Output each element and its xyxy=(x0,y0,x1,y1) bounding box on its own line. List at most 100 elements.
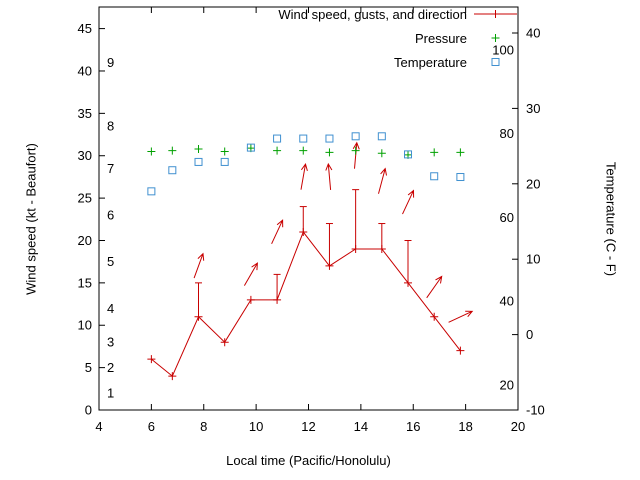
pressure-point-marker xyxy=(351,146,360,155)
y-right-axis-title: Temperature (C - F) xyxy=(603,161,619,277)
pressure-point-marker xyxy=(147,147,156,156)
legend-label-temperature: Temperature xyxy=(394,55,467,70)
axis-ticks-and-labels: 4 6 8 10 12 14 16 18 20051015202530354045-100102… xyxy=(78,7,545,434)
wind-direction-arrow xyxy=(193,252,205,279)
y-left-tick-label: 5 xyxy=(85,360,92,375)
x-tick-label: 14 xyxy=(354,419,368,434)
x-tick-label: 16 xyxy=(406,419,420,434)
x-tick-label: 20 xyxy=(511,419,525,434)
y-left-tick-label: 25 xyxy=(78,191,92,206)
x-axis-title: Local time (Pacific/Honolulu) xyxy=(226,453,391,468)
wind-point-marker xyxy=(168,372,177,381)
temperature-point-marker xyxy=(404,150,413,159)
legend-keys xyxy=(474,10,517,66)
wind-point-marker xyxy=(377,244,386,253)
beaufort-label: 1 xyxy=(107,386,114,401)
wind-direction-arrow xyxy=(352,141,360,169)
beaufort-label: 4 xyxy=(107,301,114,316)
y-left-tick-label: 40 xyxy=(78,63,92,78)
y-left-tick-label: 45 xyxy=(78,21,92,36)
fahrenheit-label: 40 xyxy=(500,294,514,309)
wind-direction-arrow xyxy=(402,189,415,215)
y-left-tick-label: 30 xyxy=(78,148,92,163)
y-left-tick-label: 20 xyxy=(78,233,92,248)
x-tick-label: 4 xyxy=(95,419,102,434)
y-left-tick-label: 0 xyxy=(85,403,92,418)
beaufort-label: 3 xyxy=(107,335,114,350)
legend-key-pressure-plus xyxy=(491,34,500,42)
temperature-point-marker xyxy=(456,173,465,182)
wind-series xyxy=(147,141,474,381)
pressure-point-marker xyxy=(325,148,334,157)
temperature-point-marker xyxy=(220,157,229,166)
y-right-tick-label: 0 xyxy=(526,327,533,342)
pressure-point-marker xyxy=(168,146,177,155)
wind-point-marker xyxy=(273,295,282,304)
temperature-point-marker xyxy=(273,134,282,143)
wind-direction-arrow xyxy=(426,275,443,299)
fahrenheit-label: 20 xyxy=(500,377,514,392)
beaufort-label: 8 xyxy=(107,119,114,134)
beaufort-label: 5 xyxy=(107,254,114,269)
y-left-tick-label: 15 xyxy=(78,275,92,290)
fahrenheit-scale-labels: 20 40 60 80 100 xyxy=(492,42,514,392)
wind-direction-arrow xyxy=(243,262,258,286)
legend-label-pressure: Pressure xyxy=(414,31,467,46)
x-tick-label: 8 xyxy=(200,419,207,434)
wind-direction-arrow xyxy=(448,310,474,323)
wind-line xyxy=(151,231,461,377)
beaufort-scale-labels: 1 2 3 4 5 6 7 8 9 xyxy=(107,55,114,401)
beaufort-label: 6 xyxy=(107,208,114,223)
wind-point-marker xyxy=(430,312,439,321)
y-right-tick-label: -10 xyxy=(526,403,545,418)
wind-point-marker xyxy=(220,338,229,347)
temperature-point-marker xyxy=(194,157,203,166)
fahrenheit-label: 80 xyxy=(500,126,514,141)
pressure-point-marker xyxy=(430,148,439,157)
y-left-axis-title: Wind speed (kt - Beaufort) xyxy=(23,143,39,295)
legend-label-wind: Wind speed, gusts, and direction xyxy=(278,7,467,22)
beaufort-label: 7 xyxy=(107,161,114,176)
wind-point-marker xyxy=(404,278,413,287)
temperature-point-marker xyxy=(377,132,386,141)
wind-direction-arrow xyxy=(300,162,308,190)
temperature-point-marker xyxy=(430,172,439,181)
y-left-tick-label: 35 xyxy=(78,106,92,121)
wind-point-marker xyxy=(299,228,308,237)
x-tick-label: 18 xyxy=(458,419,472,434)
beaufort-label: 9 xyxy=(107,55,114,70)
pressure-point-marker xyxy=(377,149,386,158)
x-tick-label: 12 xyxy=(301,419,315,434)
temperature-point-marker xyxy=(299,134,308,143)
wind-direction-arrow xyxy=(325,162,333,190)
pressure-point-marker xyxy=(273,146,282,155)
pressure-point-marker xyxy=(194,144,203,153)
wind-point-marker xyxy=(147,355,156,364)
y-right-tick-label: 20 xyxy=(526,176,540,191)
temperature-point-marker xyxy=(147,187,156,196)
pressure-point-marker xyxy=(456,148,465,157)
y-right-tick-label: 10 xyxy=(526,252,540,267)
pressure-point-marker xyxy=(299,146,308,155)
wind-direction-arrow xyxy=(271,219,284,245)
y-left-tick-label: 10 xyxy=(78,318,92,333)
fahrenheit-label: 60 xyxy=(500,210,514,225)
wind-point-marker xyxy=(246,295,255,304)
pressure-point-marker xyxy=(220,147,229,156)
wind-direction-arrow xyxy=(378,167,387,194)
legend-key-temperature-square xyxy=(491,58,500,66)
legend-key-wind-plus xyxy=(491,10,500,18)
temperature-point-marker xyxy=(246,143,255,152)
x-tick-label: 10 xyxy=(249,419,263,434)
wind-point-marker xyxy=(351,244,360,253)
y-right-tick-label: 40 xyxy=(526,26,540,41)
beaufort-label: 2 xyxy=(107,360,114,375)
temperature-series xyxy=(147,132,465,196)
x-tick-label: 6 xyxy=(148,419,155,434)
pressure-series xyxy=(147,144,465,159)
wind-point-marker xyxy=(456,346,465,355)
temperature-point-marker xyxy=(168,166,177,175)
temperature-point-marker xyxy=(325,134,334,143)
